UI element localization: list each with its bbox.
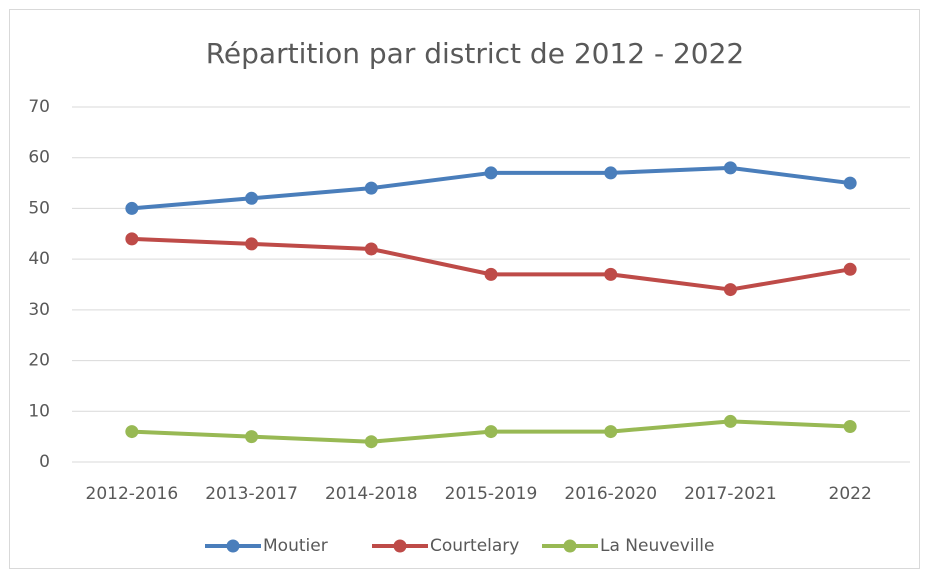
y-tick-label: 10 — [28, 401, 50, 421]
legend-marker — [226, 539, 240, 553]
data-point — [604, 166, 618, 180]
data-point — [364, 242, 378, 256]
y-tick-label: 60 — [28, 148, 50, 168]
data-point — [604, 425, 618, 439]
x-tick-label: 2022 — [829, 484, 872, 504]
y-tick-label: 50 — [28, 198, 50, 218]
x-tick-label: 2012-2016 — [86, 484, 179, 504]
y-tick-label: 20 — [28, 351, 50, 371]
x-tick-label: 2015-2019 — [445, 484, 538, 504]
x-tick-label: 2017-2021 — [684, 484, 777, 504]
data-point — [125, 201, 139, 215]
data-point — [245, 430, 259, 444]
x-tick-label: 2014-2018 — [325, 484, 418, 504]
x-tick-label: 2016-2020 — [564, 484, 657, 504]
legend-marker — [393, 539, 407, 553]
legend-label: Moutier — [263, 536, 328, 556]
data-point — [245, 237, 259, 251]
y-tick-label: 0 — [39, 452, 50, 472]
y-tick-label: 70 — [28, 97, 50, 117]
data-point — [843, 176, 857, 190]
data-point — [364, 181, 378, 195]
data-point — [484, 166, 498, 180]
y-tick-label: 40 — [28, 249, 50, 269]
data-point — [125, 425, 139, 439]
data-point — [125, 232, 139, 246]
data-point — [484, 425, 498, 439]
chart-title: Répartition par district de 2012 - 2022 — [206, 37, 745, 70]
y-tick-label: 30 — [28, 300, 50, 320]
data-point — [723, 414, 737, 428]
chart-border — [9, 9, 920, 569]
legend-label: Courtelary — [430, 536, 519, 556]
data-point — [843, 420, 857, 433]
data-point — [843, 262, 857, 276]
legend-marker — [563, 539, 577, 553]
data-point — [723, 283, 737, 297]
data-point — [245, 191, 259, 205]
data-point — [604, 267, 618, 281]
legend-label: La Neuveville — [600, 536, 714, 556]
data-point — [484, 267, 498, 281]
data-point — [364, 435, 378, 449]
data-point — [723, 161, 737, 175]
x-tick-label: 2013-2017 — [205, 484, 298, 504]
